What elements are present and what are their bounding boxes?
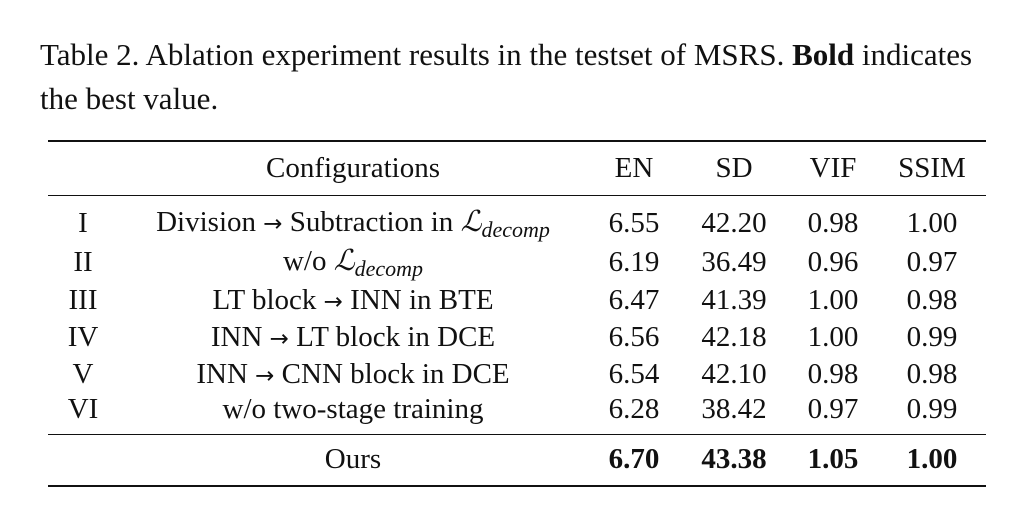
- cell-ssim: 0.99: [906, 392, 958, 425]
- cell-en: 6.19: [608, 245, 660, 278]
- cell-vif: 0.98: [807, 357, 859, 390]
- row-configuration: LT block → INN in BTE: [118, 282, 588, 319]
- cell-vif: 0.96: [807, 245, 859, 278]
- cell-en: 6.54: [608, 357, 660, 390]
- table-row: I Division → Subtraction in ℒdecomp 6.55 42…: [48, 195, 986, 243]
- cell-sd: 42.10: [701, 357, 767, 390]
- caption-text-end: indicates the best value.: [40, 37, 973, 116]
- config-text: Division: [156, 205, 264, 238]
- row-id: III: [68, 283, 98, 316]
- ours-ssim: 1.00: [878, 433, 986, 487]
- cell-ssim: 0.97: [906, 245, 958, 278]
- arrow-icon: →: [323, 288, 343, 315]
- cell-vif: 0.98: [807, 206, 859, 239]
- ours-id: [48, 433, 118, 487]
- row-id: I: [78, 206, 88, 239]
- table-row: III LT block → INN in BTE 6.47 41.39 1.00 0.9…: [48, 282, 986, 319]
- row-configuration: Division → Subtraction in ℒdecomp: [118, 195, 588, 243]
- header-configurations: Configurations: [118, 140, 588, 196]
- loss-symbol: ℒ: [333, 242, 355, 277]
- config-text: w/o two-stage training: [222, 392, 484, 425]
- cell-vif: 1.00: [807, 320, 859, 353]
- cell-vif: 1.00: [807, 283, 859, 316]
- header-vif: VIF: [788, 140, 878, 196]
- header-row: Configurations EN SD VIF SSIM: [48, 140, 986, 196]
- ours-row: Ours 6.70 43.38 1.05 1.00: [48, 433, 986, 487]
- config-text: w/o: [282, 244, 334, 277]
- row-configuration: w/o two-stage training: [118, 393, 588, 435]
- row-configuration: INN → CNN block in DCE: [118, 356, 588, 393]
- config-text: INN: [196, 357, 256, 390]
- cell-en: 6.47: [608, 283, 660, 316]
- cell-en: 6.28: [608, 392, 660, 425]
- cell-en: 6.55: [608, 206, 660, 239]
- arrow-icon: →: [269, 325, 289, 352]
- header-id: [48, 140, 118, 196]
- row-id: IV: [67, 320, 99, 353]
- config-text: LT block in DCE: [288, 320, 496, 353]
- loss-subscript: decomp: [481, 216, 550, 242]
- config-text: CNN block in DCE: [274, 357, 510, 390]
- config-text: INN in BTE: [342, 283, 494, 316]
- row-id: VI: [67, 392, 99, 425]
- arrow-icon: →: [263, 210, 283, 237]
- cell-en: 6.56: [608, 320, 660, 353]
- caption-text: Table 2. Ablation experiment results in …: [40, 37, 793, 72]
- table-caption: Table 2. Ablation experiment results in …: [40, 33, 1000, 121]
- header-en: EN: [588, 140, 680, 196]
- cell-sd: 42.18: [701, 320, 767, 353]
- config-text: INN: [210, 320, 270, 353]
- ours-en: 6.70: [588, 433, 680, 487]
- table-row: IV INN → LT block in DCE 6.56 42.18 1.00 0.99: [48, 319, 986, 356]
- loss-symbol: ℒ: [460, 203, 482, 238]
- row-configuration: w/o ℒdecomp: [118, 243, 588, 282]
- cell-sd: 42.20: [701, 206, 767, 239]
- header-ssim: SSIM: [878, 140, 986, 196]
- cell-ssim: 1.00: [906, 206, 958, 239]
- table-row: VI w/o two-stage training 6.28 38.42 0.97 0.9…: [48, 393, 986, 435]
- table-row: V INN → CNN block in DCE 6.54 42.10 0.98 0.98: [48, 356, 986, 393]
- config-text: LT block: [212, 283, 324, 316]
- arrow-icon: →: [255, 362, 275, 389]
- loss-subscript: decomp: [354, 255, 424, 281]
- row-id: V: [72, 357, 94, 390]
- row-configuration: INN → LT block in DCE: [118, 319, 588, 356]
- caption-bold-word: Bold: [792, 37, 855, 72]
- table-row: II w/o ℒdecomp 6.19 36.49 0.96 0.97: [48, 243, 986, 282]
- cell-ssim: 0.98: [906, 357, 958, 390]
- cell-sd: 38.42: [701, 392, 767, 425]
- cell-sd: 36.49: [701, 245, 767, 278]
- cell-ssim: 0.99: [906, 320, 958, 353]
- row-id: II: [73, 245, 93, 278]
- ablation-table: Configurations EN SD VIF SSIM I Division …: [48, 140, 986, 487]
- ours-vif: 1.05: [788, 433, 878, 487]
- header-sd: SD: [680, 140, 788, 196]
- ours-config: Ours: [118, 433, 588, 487]
- ours-sd: 43.38: [680, 433, 788, 487]
- cell-vif: 0.97: [807, 392, 859, 425]
- config-text: Subtraction in: [282, 205, 461, 238]
- cell-sd: 41.39: [701, 283, 767, 316]
- cell-ssim: 0.98: [906, 283, 958, 316]
